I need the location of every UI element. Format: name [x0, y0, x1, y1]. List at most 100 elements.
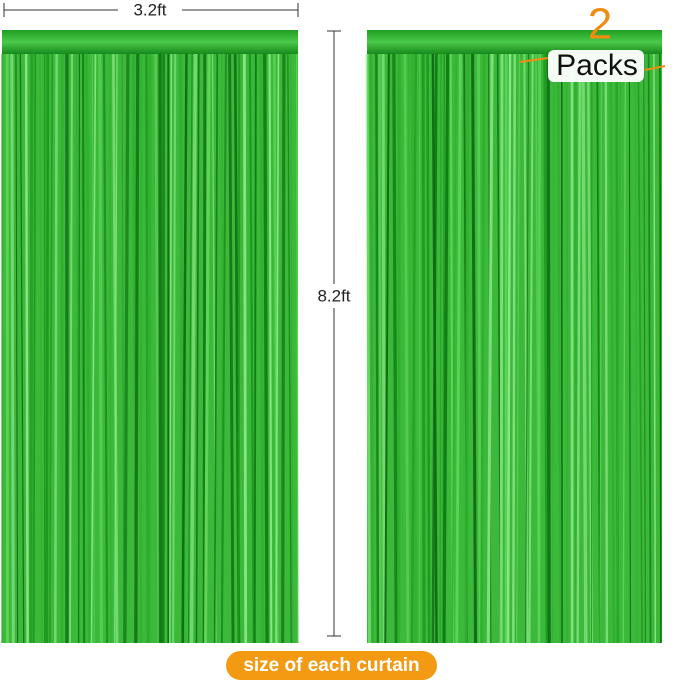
- tinsel-strand: [123, 53, 130, 644]
- tinsel-strand: [426, 53, 431, 644]
- tinsel-strand: [75, 53, 80, 644]
- tinsel-strand: [581, 53, 588, 644]
- tinsel-strand: [516, 53, 521, 644]
- tinsel-strand: [54, 53, 58, 644]
- tinsel-strand: [90, 53, 97, 644]
- tinsel-strand: [102, 53, 109, 644]
- tinsel-strand: [121, 53, 125, 644]
- tinsel-strand: [29, 53, 34, 644]
- caption-pill: [226, 651, 437, 680]
- tinsel-strand: [154, 53, 161, 644]
- tinsel-strand: [114, 53, 118, 644]
- tinsel-strand: [397, 53, 401, 644]
- badge-swoosh: [519, 57, 549, 63]
- badge-bg: [548, 50, 644, 82]
- tinsel-strand: [480, 53, 486, 644]
- tinsel-strand: [392, 53, 398, 644]
- tinsel-strand: [369, 53, 374, 644]
- tinsel-strand: [237, 53, 241, 644]
- tinsel-strand: [565, 53, 569, 644]
- tinsel-strand: [248, 53, 255, 644]
- tinsel-strand: [442, 53, 450, 644]
- tinsel-strand: [543, 53, 549, 644]
- tinsel-strand: [637, 53, 643, 644]
- height-label: 8.2ft: [317, 286, 350, 305]
- tinsel-strand: [169, 53, 173, 644]
- badge-count: 2: [588, 0, 612, 49]
- tinsel-strand: [10, 53, 15, 644]
- tinsel-strand: [471, 53, 478, 644]
- tinsel-strand: [24, 53, 29, 644]
- tinsel-strand: [134, 53, 140, 644]
- tinsel-strand: [19, 53, 25, 644]
- tinsel-strand: [512, 53, 516, 644]
- tinsel-strand: [172, 53, 177, 644]
- tinsel-strand: [506, 53, 512, 644]
- tinsel-strand: [609, 53, 615, 644]
- tinsel-strand: [523, 53, 529, 644]
- tinsel-strand: [375, 53, 380, 644]
- tinsel-strand: [32, 53, 37, 644]
- tinsel-strand: [486, 53, 494, 644]
- tinsel-strand: [403, 53, 410, 644]
- tinsel-strand: [525, 53, 530, 644]
- tinsel-strand: [546, 53, 551, 644]
- tinsel-strand: [439, 53, 442, 644]
- tinsel-strand: [213, 53, 219, 644]
- tinsel-strand: [146, 53, 152, 644]
- tinsel-strand: [220, 53, 227, 644]
- tinsel-strand: [455, 53, 462, 644]
- tinsel-strand: [281, 53, 286, 644]
- tinsel-strand: [109, 53, 112, 644]
- tinsel-strand: [451, 53, 457, 644]
- tinsel-strand: [537, 53, 541, 644]
- tinsel-strand: [69, 53, 73, 644]
- tinsel-strand: [98, 53, 104, 644]
- tinsel-strand: [410, 53, 417, 644]
- tinsel-strand: [15, 53, 19, 644]
- tinsel-strand: [204, 53, 211, 644]
- tinsel-strand: [556, 53, 563, 644]
- tinsel-strand: [78, 53, 81, 644]
- tinsel-strand: [381, 53, 386, 644]
- tinsel-strand: [48, 53, 54, 644]
- tinsel-strand: [181, 53, 188, 644]
- tinsel-strand: [643, 53, 646, 644]
- badge-label: Packs: [556, 49, 638, 82]
- tinsel-strand: [647, 53, 652, 644]
- tinsel-strand: [195, 53, 200, 644]
- tinsel-strand: [263, 53, 269, 644]
- tinsel-strand: [82, 53, 86, 644]
- tinsel-strand: [275, 53, 280, 644]
- tinsel-strand: [384, 53, 390, 644]
- tinsel-strand: [228, 53, 235, 644]
- tinsel-strand: [242, 53, 248, 644]
- curtains: [1, 30, 662, 644]
- tinsel-strand: [616, 53, 622, 644]
- tinsel-strand: [551, 53, 555, 644]
- tinsel-strand: [365, 53, 371, 644]
- tinsel-strand: [189, 53, 198, 644]
- tinsel-strand: [634, 53, 638, 644]
- tinsel-strand: [39, 53, 43, 644]
- tinsel-strand: [290, 53, 294, 644]
- tinsel-strand: [528, 53, 534, 644]
- curtain-header: [2, 30, 298, 54]
- tinsel-strand: [378, 53, 382, 644]
- caption: size of each curtain: [243, 655, 419, 676]
- tinsel-strand: [111, 53, 119, 644]
- tinsel-strand: [259, 53, 265, 644]
- tinsel-strand: [187, 53, 193, 644]
- label-bg: [118, 0, 182, 20]
- tinsel-strand: [84, 53, 92, 644]
- width-label: 3.2ft: [133, 0, 166, 19]
- tinsel-strand: [268, 53, 273, 644]
- tinsel-strand: [421, 53, 426, 644]
- tinsel-strand: [407, 53, 413, 644]
- tinsel-strand: [622, 53, 627, 644]
- tinsel-strand: [431, 53, 438, 644]
- tinsel-strand: [604, 53, 609, 644]
- tinsel-strand: [296, 53, 299, 644]
